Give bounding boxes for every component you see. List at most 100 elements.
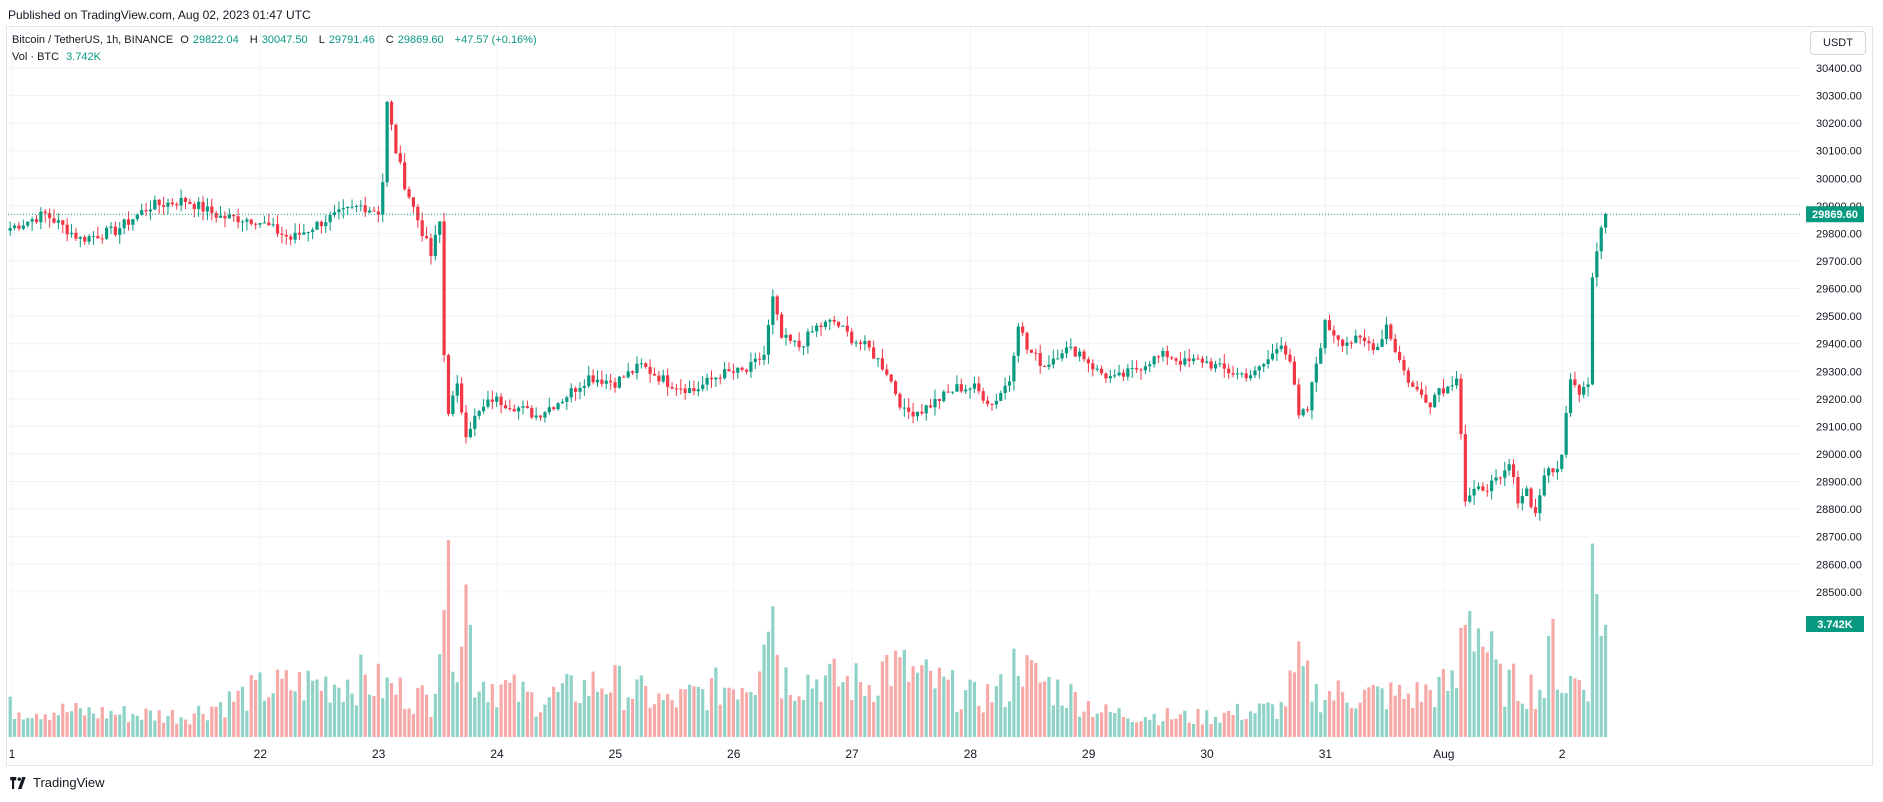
candle-body — [836, 321, 841, 327]
volume-bar — [1095, 713, 1099, 737]
candle-body — [1205, 361, 1209, 363]
volume-bar — [666, 693, 670, 737]
candle-body — [845, 325, 849, 332]
symbol-label[interactable]: Bitcoin / TetherUS, 1h, BINANCE — [12, 34, 174, 46]
volume-bar — [937, 667, 941, 737]
candle-body — [126, 219, 131, 225]
footer-brand-text[interactable]: TradingView — [33, 775, 105, 790]
candle-body — [420, 220, 424, 237]
time-tick-label: 29 — [1082, 747, 1096, 761]
volume-bar — [346, 679, 350, 737]
volume-bar — [1310, 701, 1314, 737]
candle-body — [657, 375, 661, 382]
volume-bar — [87, 707, 91, 737]
candle-body — [543, 412, 547, 418]
volume-bar — [249, 675, 253, 737]
candle-body — [74, 232, 78, 239]
candle-body — [464, 412, 468, 438]
volume-bar — [1367, 687, 1371, 737]
candle-body — [332, 212, 337, 215]
volume-bar — [1130, 722, 1134, 737]
candle-body — [197, 201, 201, 210]
candle-body — [1533, 507, 1538, 514]
volume-bar — [622, 709, 626, 737]
candle-body — [819, 325, 823, 327]
candle-body — [1327, 320, 1332, 331]
volume-bar — [407, 708, 411, 737]
candle-body — [1349, 342, 1353, 344]
volume-bar — [267, 697, 271, 737]
candle-body — [311, 229, 315, 232]
candle-body — [442, 221, 446, 356]
volume-bar — [306, 670, 310, 737]
price-tick-label: 29500.00 — [1816, 311, 1862, 323]
volume-bar — [670, 700, 674, 737]
time-tick-label: 22 — [254, 747, 268, 761]
candle-body — [1082, 351, 1086, 360]
candle-body — [797, 340, 801, 348]
time-tick-label: 31 — [1319, 747, 1333, 761]
candle-body — [403, 162, 407, 190]
volume-bar — [495, 707, 499, 737]
volume-bar — [793, 700, 797, 737]
candle-body — [950, 391, 955, 393]
candle-body — [1196, 358, 1200, 360]
candle-body — [1218, 363, 1222, 365]
currency-button[interactable]: USDT — [1810, 31, 1866, 55]
volume-bar — [1126, 718, 1130, 737]
volume-bar — [161, 722, 166, 737]
volume-bar — [749, 691, 753, 737]
volume-bar — [113, 714, 117, 737]
price-tick-label: 29800.00 — [1816, 228, 1862, 240]
volume-bar — [1525, 708, 1529, 737]
volume-bar — [1419, 701, 1424, 737]
candle-body — [1520, 496, 1524, 504]
volume-bar — [1266, 702, 1270, 737]
time-tick-label: 27 — [845, 747, 859, 761]
volume-bar — [1389, 682, 1393, 737]
volume-bar — [779, 698, 784, 737]
volume-bar — [1196, 708, 1200, 737]
volume-bar — [872, 701, 876, 737]
candle-body — [394, 124, 398, 154]
volume-bar — [420, 685, 424, 737]
candle-body — [473, 415, 477, 429]
candle-body — [705, 377, 709, 385]
candle-body — [113, 226, 117, 235]
volume-bar — [1586, 701, 1590, 737]
volume-bar — [950, 670, 955, 737]
volume-bar — [1240, 719, 1244, 737]
volume-bar — [240, 686, 245, 737]
volume-bar — [1428, 689, 1432, 737]
candle-body — [1266, 359, 1270, 365]
candle-body — [1187, 358, 1191, 361]
candle-body — [359, 205, 363, 207]
candle-body — [1060, 353, 1064, 359]
volume-bar — [617, 665, 622, 737]
volume-label[interactable]: Vol · BTC — [12, 51, 60, 63]
volume-bar — [1192, 723, 1196, 737]
candle-body — [372, 210, 376, 212]
volume-bar — [1463, 624, 1467, 737]
candle-body — [78, 237, 82, 239]
volume-bar — [34, 713, 39, 737]
volume-bar — [118, 714, 122, 737]
volume-bar — [61, 703, 65, 737]
candle-body — [863, 341, 867, 345]
candle-body — [8, 228, 12, 231]
volume-bar — [1529, 674, 1533, 737]
candle-body — [87, 236, 91, 242]
candle-body — [1494, 477, 1498, 481]
candle-body — [1345, 342, 1349, 346]
candle-body — [179, 198, 183, 206]
volume-bar — [845, 675, 849, 737]
volume-bar — [591, 671, 595, 737]
volume-bar — [1139, 721, 1143, 737]
volume-bar — [850, 700, 854, 737]
volume-bar — [1117, 708, 1121, 737]
candle-body — [1476, 486, 1481, 489]
candle-body — [565, 397, 569, 402]
time-tick-label: 28 — [964, 747, 978, 761]
volume-bar — [1047, 677, 1051, 737]
